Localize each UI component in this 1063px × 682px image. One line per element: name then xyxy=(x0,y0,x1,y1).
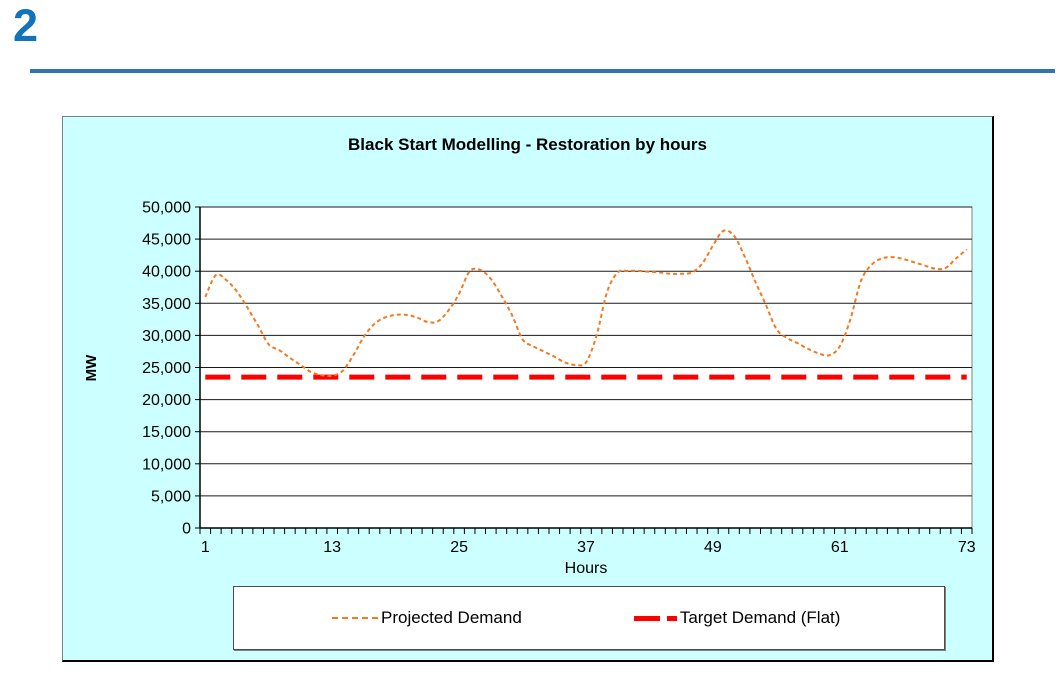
x-axis-title: Hours xyxy=(565,560,608,577)
y-tick-label: 40,000 xyxy=(142,264,191,281)
target-demand-line-sample xyxy=(633,615,677,621)
projected-demand-line-sample xyxy=(332,617,378,619)
plot-area: 0 5,000 10,000 15,000 20,000 25,000 30,000 35,0… xyxy=(83,200,976,578)
legend-entry-target: Target Demand (Flat) xyxy=(633,608,841,628)
legend-label-target: Target Demand (Flat) xyxy=(679,608,841,627)
x-tick-label: 1 xyxy=(201,539,210,556)
x-tick-label: 73 xyxy=(958,539,976,556)
legend-label-projected: Projected Demand xyxy=(381,608,522,627)
y-tick-label: 30,000 xyxy=(142,328,191,345)
y-tick-label: 50,000 xyxy=(142,200,191,217)
legend-entry-projected: Projected Demand xyxy=(332,608,522,628)
divider-rule xyxy=(30,69,1055,73)
y-tick-label: 0 xyxy=(182,521,191,538)
legend: Projected Demand Target Demand (Flat) xyxy=(233,586,945,650)
x-tick-label: 61 xyxy=(831,539,849,556)
y-tick-label: 15,000 xyxy=(142,424,191,441)
x-tick-label: 37 xyxy=(577,539,595,556)
x-tick-label: 25 xyxy=(450,539,468,556)
projected-demand-line xyxy=(204,229,968,378)
x-tick-label: 49 xyxy=(704,539,722,556)
y-tick-label: 10,000 xyxy=(142,456,191,473)
y-tick-label: 45,000 xyxy=(142,232,191,249)
chart-object: Black Start Modelling - Restoration by h… xyxy=(62,116,994,662)
y-tick-label: 5,000 xyxy=(151,488,191,505)
y-tick-label: 20,000 xyxy=(142,392,191,409)
y-tick-label: 25,000 xyxy=(142,360,191,377)
y-axis-title: MW xyxy=(83,354,100,381)
x-tick-label: 13 xyxy=(323,539,341,556)
slide-number: 2 xyxy=(13,0,39,51)
chart-title: Black Start Modelling - Restoration by h… xyxy=(348,135,707,154)
y-tick-label: 35,000 xyxy=(142,296,191,313)
